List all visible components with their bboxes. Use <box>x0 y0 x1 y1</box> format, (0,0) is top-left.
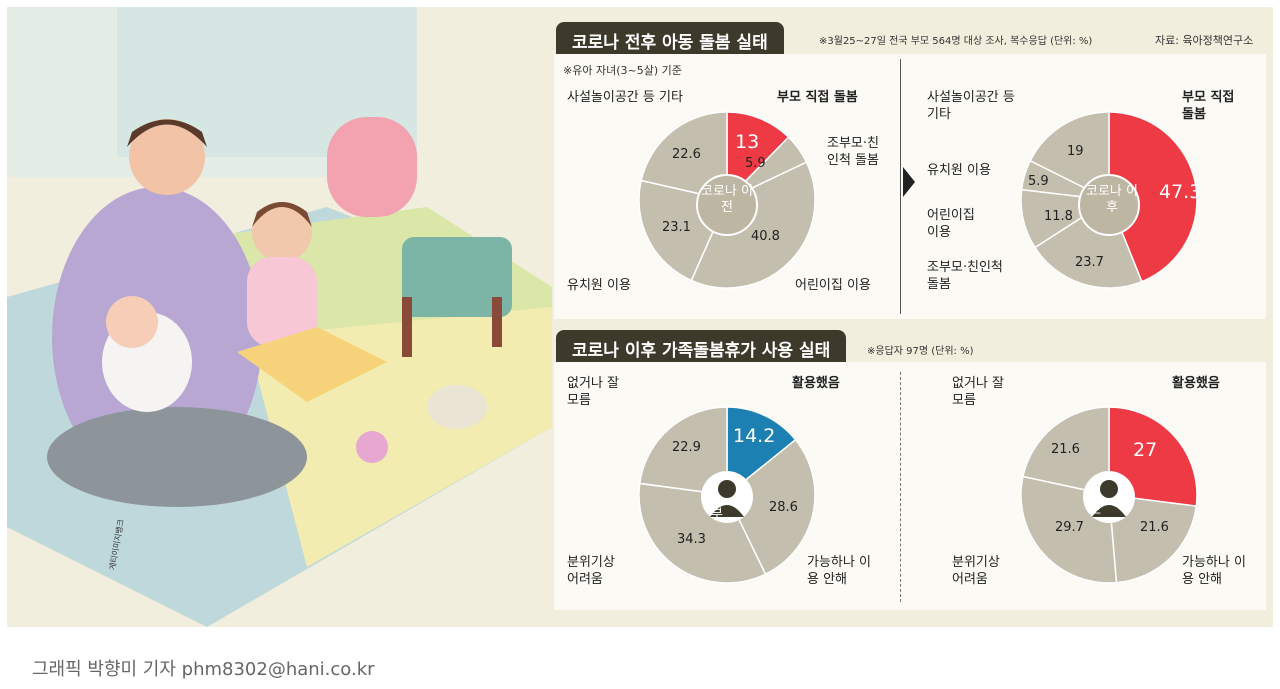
label-unknown: 없거나 잘 모름 <box>567 376 619 408</box>
pie-slice <box>1108 494 1198 584</box>
section2-title: 코로나 이후 가족돌봄휴가 사용 실태 <box>556 330 847 367</box>
value: 14.2 <box>733 425 776 447</box>
divider <box>900 59 901 314</box>
value: 11.8 <box>1044 209 1073 224</box>
label-grandparent: 조부모·친인척 돌봄 <box>827 136 879 168</box>
pie-slice <box>1108 406 1198 508</box>
pie-slice <box>690 161 816 289</box>
value: 21.6 <box>1140 520 1169 535</box>
value: 27 <box>1133 439 1158 461</box>
value: 40.8 <box>751 229 780 244</box>
section1-title: 코로나 전후 아동 돌봄 실태 <box>556 22 784 59</box>
value: 28.6 <box>769 500 798 515</box>
value: 22.9 <box>672 440 701 455</box>
donut-center <box>1078 174 1140 236</box>
section1-subnote: ※유아 자녀(3~5살) 기준 <box>563 64 682 77</box>
person-body-icon <box>1092 505 1126 517</box>
pie-charts <box>638 111 1198 584</box>
pie-slice <box>1022 406 1110 496</box>
value: 23.1 <box>662 220 691 235</box>
value: 5.9 <box>1028 174 1049 189</box>
caption: 그래픽 박향미 기자 phm8302@hani.co.kr <box>32 659 375 680</box>
pie-slice <box>638 406 728 496</box>
pie-slice <box>640 111 728 201</box>
section1-note: ※3월25~27일 전국 부모 564명 대상 조사, 복수응답 (단위: %) <box>819 36 1093 47</box>
arrow-right-icon <box>903 167 915 197</box>
value: 21.6 <box>1051 442 1080 457</box>
label-not-used: 가능하나 이용 안해 <box>1182 555 1246 587</box>
mother-icon: 모 <box>1089 503 1101 518</box>
father-icon: 부 <box>711 507 723 522</box>
infographic: 게티이미지뱅크 코로나 전후 아동 돌봄 실태 ※3월25~27일 전국 부모 … <box>7 7 1273 627</box>
donut-center <box>696 174 758 236</box>
label-kindergarten: 유치원 이용 <box>927 163 991 178</box>
value: 34.3 <box>677 532 706 547</box>
person-head-icon <box>718 480 736 498</box>
pie-slice <box>638 482 767 584</box>
pie-slice <box>726 438 816 576</box>
value: 47.3 <box>1159 181 1202 203</box>
label-daycare: 어린이집 이용 <box>795 278 871 293</box>
pie-slice <box>726 406 797 497</box>
label-unknown: 없거나 잘 모름 <box>952 376 1004 408</box>
value: 5.9 <box>745 156 766 171</box>
label-used: 활용했음 <box>1172 376 1220 391</box>
divider <box>900 372 901 602</box>
label-used: 활용했음 <box>792 376 840 391</box>
center-label: 코로나 이전 <box>701 184 753 215</box>
section2-note: ※응답자 97명 (단위: %) <box>867 346 974 357</box>
value: 19 <box>1067 144 1084 159</box>
pie-slice <box>1029 111 1110 202</box>
label-atmosphere: 분위기상 어려움 <box>952 555 1000 587</box>
label-daycare: 어린이집 이용 <box>927 208 975 240</box>
pie-slice <box>726 111 790 202</box>
label-parent: 부모 직접 돌봄 <box>777 90 858 105</box>
label-other: 사설놀이공간 등 기타 <box>567 90 683 105</box>
label-kindergarten: 유치원 이용 <box>567 278 631 293</box>
label-parent: 부모 직접 돌봄 <box>1182 90 1235 122</box>
pie-slice <box>1108 111 1198 283</box>
label-other: 사설놀이공간 등 기타 <box>927 90 1015 122</box>
value: 22.6 <box>672 147 701 162</box>
label-grandparent: 조부모·친인척 돌봄 <box>927 260 1003 292</box>
label-atmosphere: 분위기상 어려움 <box>567 555 615 587</box>
value: 13 <box>735 131 760 153</box>
person-body-icon <box>710 505 744 517</box>
label-not-used: 가능하나 이용 안해 <box>807 555 871 587</box>
center-label: 코로나 이후 <box>1086 184 1138 215</box>
family-illustration <box>7 7 552 627</box>
value: 29.7 <box>1055 520 1084 535</box>
source: 자료: 육아정책연구소 <box>1155 34 1254 47</box>
person-head-icon <box>1100 480 1118 498</box>
value: 23.7 <box>1075 255 1104 270</box>
